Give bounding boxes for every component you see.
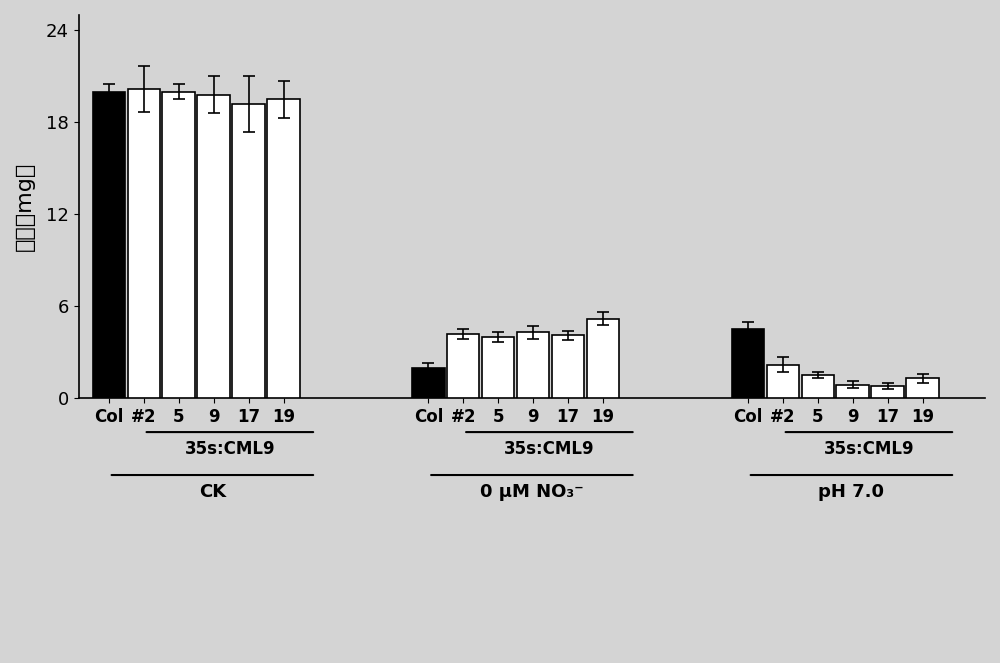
Y-axis label: 鲜重（mg）: 鲜重（mg）: [15, 162, 35, 251]
Bar: [482, 337, 514, 398]
Bar: [906, 379, 939, 398]
Bar: [128, 89, 160, 398]
Text: 35s:CML9: 35s:CML9: [504, 440, 595, 457]
Bar: [871, 386, 904, 398]
Bar: [517, 332, 549, 398]
Bar: [93, 91, 125, 398]
Bar: [162, 91, 195, 398]
Bar: [197, 95, 230, 398]
Text: pH 7.0: pH 7.0: [818, 483, 884, 501]
Bar: [447, 334, 479, 398]
Bar: [767, 365, 799, 398]
Bar: [552, 335, 584, 398]
Text: 35s:CML9: 35s:CML9: [185, 440, 275, 457]
Bar: [802, 375, 834, 398]
Text: 0 μM NO₃⁻: 0 μM NO₃⁻: [480, 483, 584, 501]
Bar: [587, 319, 619, 398]
Bar: [836, 385, 869, 398]
Bar: [267, 99, 300, 398]
Bar: [412, 368, 445, 398]
Text: 35s:CML9: 35s:CML9: [824, 440, 914, 457]
Text: CK: CK: [199, 483, 226, 501]
Bar: [232, 104, 265, 398]
Bar: [732, 330, 764, 398]
